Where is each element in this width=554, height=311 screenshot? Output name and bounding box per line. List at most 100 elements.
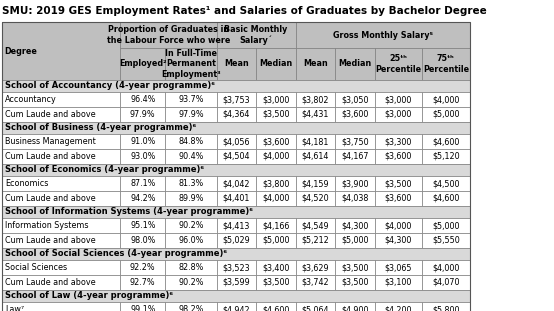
Bar [422,149,469,164]
Text: $4,167: $4,167 [341,152,369,161]
Text: $4,070: $4,070 [432,278,460,287]
Text: $5,800: $5,800 [432,305,460,311]
Text: $3,600: $3,600 [385,152,412,161]
Text: $3,800: $3,800 [262,179,290,188]
Text: 94.2%: 94.2% [130,194,156,203]
Bar [217,92,256,107]
Bar [217,302,256,311]
Text: $4,300: $4,300 [385,236,412,245]
Bar [375,48,422,80]
Text: $4,520: $4,520 [302,194,329,203]
Text: $5,000: $5,000 [432,110,460,119]
Text: $4,431: $4,431 [302,110,329,119]
Bar [2,206,469,218]
Text: 98.2%: 98.2% [178,305,204,311]
Text: $4,504: $4,504 [223,152,250,161]
Bar [165,134,217,149]
Text: Business Management: Business Management [5,137,96,146]
Text: 25ᵗʰ
Percentile: 25ᵗʰ Percentile [376,54,422,73]
Bar [2,22,469,311]
Text: $5,212: $5,212 [301,236,330,245]
Bar [256,275,296,290]
Bar [375,218,422,233]
Text: Accountancy: Accountancy [5,95,57,104]
Bar [422,218,469,233]
Text: $3,000: $3,000 [385,110,412,119]
Text: Mean: Mean [224,59,249,68]
Bar [375,176,422,191]
Bar [335,233,375,248]
Text: School of Economics (4-year programme)⁶: School of Economics (4-year programme)⁶ [5,165,204,174]
Bar [2,290,469,302]
Bar [296,48,335,80]
Bar [120,92,165,107]
Text: 97.9%: 97.9% [130,110,156,119]
Bar [120,107,165,122]
Bar [296,260,335,275]
Text: $4,000: $4,000 [432,95,459,104]
Bar [217,275,256,290]
Text: 90.4%: 90.4% [178,152,204,161]
Bar [335,302,375,311]
Bar [2,176,120,191]
Bar [2,218,120,233]
Bar [2,191,120,206]
Text: Information Systems: Information Systems [5,221,89,230]
Bar [335,149,375,164]
Bar [256,233,296,248]
Bar [296,275,335,290]
Text: 91.0%: 91.0% [130,137,156,146]
Bar [375,275,422,290]
Bar [120,275,165,290]
Text: Law⁷: Law⁷ [5,305,24,311]
Bar [2,107,120,122]
Bar [422,48,469,80]
Text: $4,942: $4,942 [223,305,250,311]
Text: $3,500: $3,500 [262,110,290,119]
Bar [165,233,217,248]
Text: $4,500: $4,500 [432,179,460,188]
Text: Cum Laude and above: Cum Laude and above [5,194,96,203]
Bar [422,107,469,122]
Bar [256,302,296,311]
Bar [335,134,375,149]
Text: Economics: Economics [5,179,48,188]
Text: Cum Laude and above: Cum Laude and above [5,152,96,161]
Bar [2,302,120,311]
Bar [120,191,165,206]
Bar [217,149,256,164]
Bar [217,191,256,206]
Text: $4,549: $4,549 [302,221,329,230]
Bar [120,176,165,191]
Text: $4,401: $4,401 [223,194,250,203]
Text: School of Law (4-year programme)⁶: School of Law (4-year programme)⁶ [5,291,173,300]
Bar [2,149,120,164]
Text: 93.7%: 93.7% [178,95,204,104]
Text: Gross Monthly Salary⁵: Gross Monthly Salary⁵ [332,30,433,39]
Text: In Full-Time
Permanent
Employment³: In Full-Time Permanent Employment³ [161,49,220,79]
Text: School of Social Sciences (4-year programme)⁶: School of Social Sciences (4-year progra… [5,249,227,258]
Text: Cum Laude and above: Cum Laude and above [5,236,96,245]
Bar [2,22,120,80]
Text: $4,600: $4,600 [432,137,459,146]
Bar [375,191,422,206]
Bar [335,107,375,122]
Text: 75ᵗʰ
Percentile: 75ᵗʰ Percentile [423,54,469,73]
Bar [217,107,256,122]
Text: $3,050: $3,050 [341,95,369,104]
Text: $3,500: $3,500 [341,278,369,287]
Bar [256,149,296,164]
Bar [165,191,217,206]
Text: $4,056: $4,056 [223,137,250,146]
Text: $3,900: $3,900 [341,179,369,188]
Bar [256,48,296,80]
Bar [256,134,296,149]
Text: $3,753: $3,753 [223,95,250,104]
Bar [296,302,335,311]
Text: $4,300: $4,300 [341,221,369,230]
Text: $3,600: $3,600 [262,137,290,146]
Bar [375,92,422,107]
Text: Proportion of Graduates in
the Labour Force who were: Proportion of Graduates in the Labour Fo… [107,26,230,44]
Bar [165,302,217,311]
Bar [422,275,469,290]
